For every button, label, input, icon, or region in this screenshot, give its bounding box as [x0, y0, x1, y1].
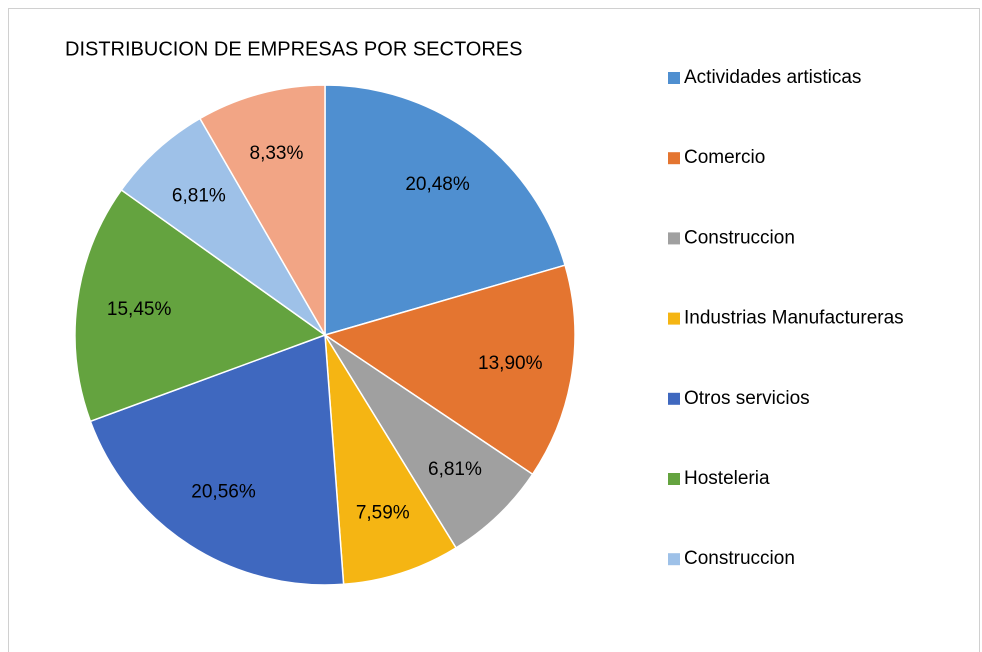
data-label: 8,33%: [250, 143, 304, 164]
legend-swatch: [668, 232, 680, 245]
legend-label: Actividades artisticas: [684, 67, 861, 88]
pie-slice: [89, 333, 345, 586]
legend-swatch: [668, 152, 680, 165]
data-label: 6,81%: [172, 185, 226, 206]
pie-slice: [324, 84, 566, 336]
legend-label: Comercio: [684, 147, 765, 168]
chart-frame: [8, 8, 980, 652]
pie-slice: [198, 84, 326, 338]
data-label: 20,48%: [405, 174, 470, 195]
legend-label: Otros servicios: [684, 388, 810, 409]
legend-label: Hosteleria: [684, 468, 770, 489]
legend-label: Industrias Manufactureras: [684, 308, 904, 329]
pie-slice: [74, 188, 327, 423]
pie-slice: [323, 264, 576, 476]
data-label: 20,56%: [191, 482, 256, 503]
legend-swatch: [668, 72, 680, 84]
legend-label: Construccion: [684, 548, 795, 569]
pie-slice: [120, 117, 326, 336]
data-label: 13,90%: [478, 353, 543, 374]
data-label: 6,81%: [428, 459, 482, 480]
legend-swatch: [668, 392, 680, 405]
data-label: 7,59%: [356, 502, 410, 523]
legend-label: Construccion: [684, 227, 795, 248]
pie-slice: [324, 334, 534, 549]
pie-slice: [324, 334, 458, 586]
legend-swatch: [668, 312, 680, 325]
chart-title: DISTRIBUCION DE EMPRESAS POR SECTORES: [65, 38, 523, 60]
data-label: 15,45%: [107, 299, 172, 320]
legend-swatch: [668, 553, 680, 566]
legend-swatch: [668, 473, 680, 485]
